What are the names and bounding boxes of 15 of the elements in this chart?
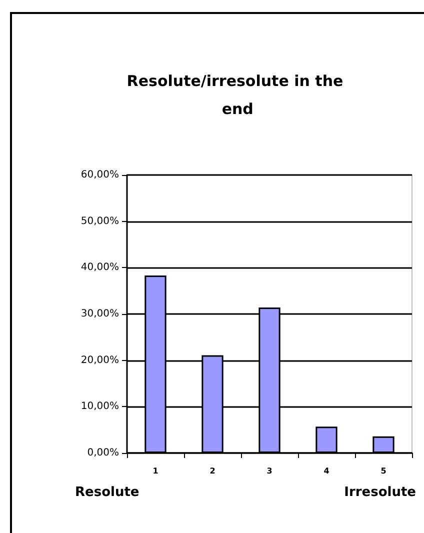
x-tick-label: 1 (152, 466, 159, 476)
x-tick-label: 3 (266, 466, 272, 476)
x-tick-label: 2 (210, 466, 216, 476)
chart-title: Resolute/irresolute in the end (126, 72, 344, 118)
y-tick-label: 40,00% (80, 262, 119, 274)
y-tick-label: 10,00% (80, 401, 119, 412)
y-tick-label: 20,00% (80, 354, 119, 366)
y-tick-label: 50,00% (80, 216, 119, 227)
y-tick-label: 60,00% (80, 170, 119, 180)
text: Irresolute (344, 485, 416, 500)
y-tick-label: 30,00% (80, 308, 119, 320)
text: Resolute (75, 485, 140, 500)
x-tick-label: 5 (380, 466, 387, 476)
x-tick-label: 4 (324, 466, 330, 476)
y-tick-label: 0,00% (87, 448, 119, 458)
